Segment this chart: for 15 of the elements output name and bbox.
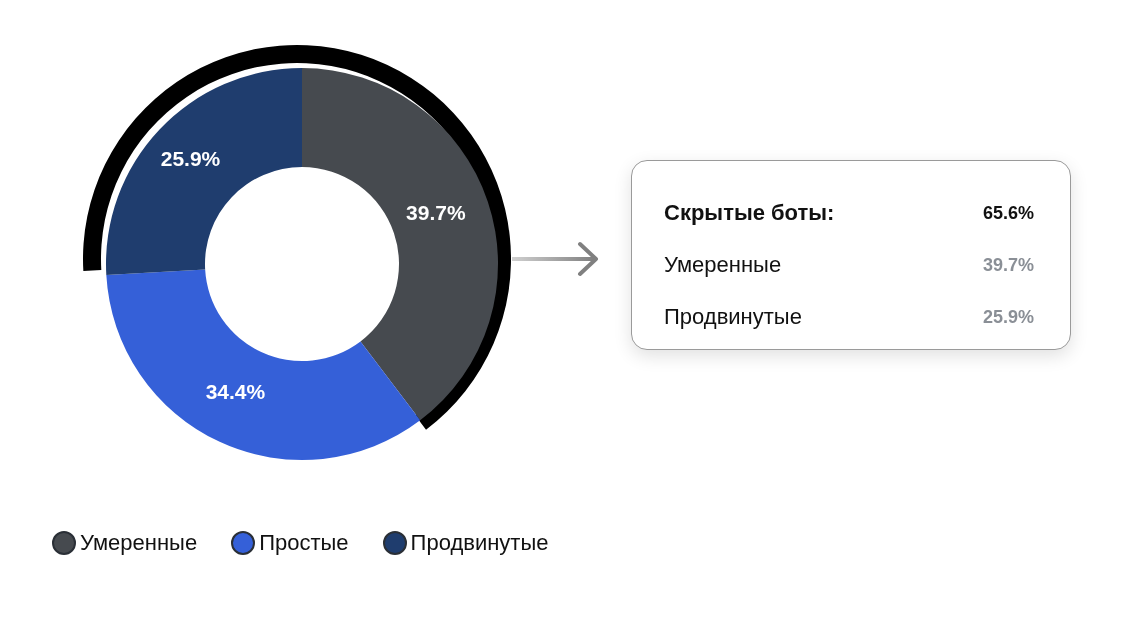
text: Продвинутые xyxy=(664,304,802,330)
data-label: 25.9% xyxy=(160,146,221,170)
text: 65.6% xyxy=(982,202,1034,224)
legend-label: Простые xyxy=(259,530,349,556)
legend-label: Умеренные xyxy=(80,530,198,556)
text: 25.9% xyxy=(982,306,1034,328)
data-label: 39.7% xyxy=(406,200,466,224)
text: Умеренные xyxy=(664,252,782,278)
donut-slice xyxy=(302,68,498,421)
text: 39.7% xyxy=(982,254,1034,276)
text: Скрытые боты: xyxy=(664,200,835,226)
donut-slice xyxy=(106,68,302,276)
donut-slice xyxy=(106,269,421,460)
data-label: 34.4% xyxy=(205,380,266,404)
legend-label: Продвинутые xyxy=(410,530,549,556)
